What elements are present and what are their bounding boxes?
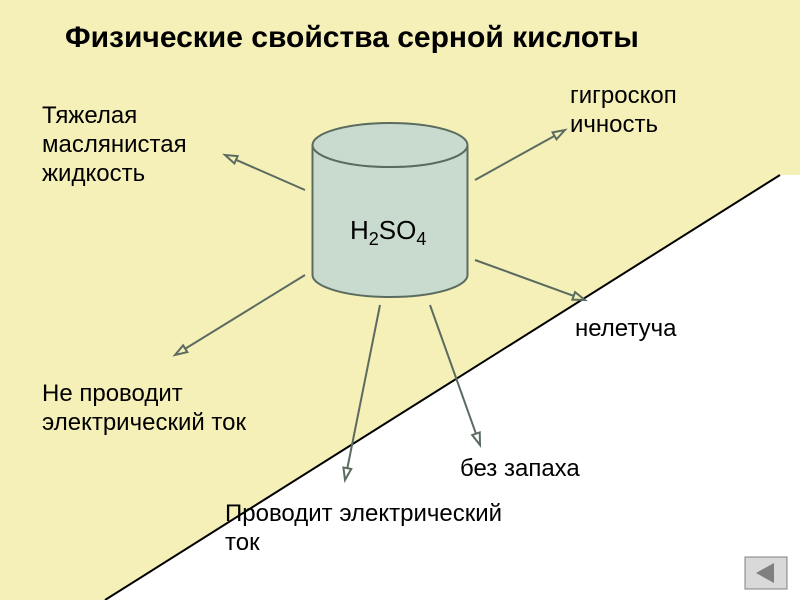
chemical-formula-h2so4: H2SO4 — [350, 215, 426, 250]
property-nonvolatile: нелетуча — [575, 315, 775, 344]
property-conducts-electricity: Проводит электрический ток — [225, 500, 505, 558]
page-title: Физические свойства серной кислоты — [65, 20, 639, 56]
previous-slide-button[interactable] — [744, 556, 788, 590]
property-hygroscopic: гигроскоп ичность — [570, 82, 770, 140]
property-not-conduct-electricity: Не проводит электрический ток — [42, 380, 272, 438]
formula-part: H — [350, 215, 369, 245]
property-heavy-oily-liquid: Тяжелая маслянистая жидкость — [42, 102, 262, 188]
property-odorless: без запаха — [460, 455, 680, 484]
formula-part: SO — [379, 215, 417, 245]
formula-sub: 4 — [416, 229, 426, 249]
formula-sub: 2 — [369, 229, 379, 249]
